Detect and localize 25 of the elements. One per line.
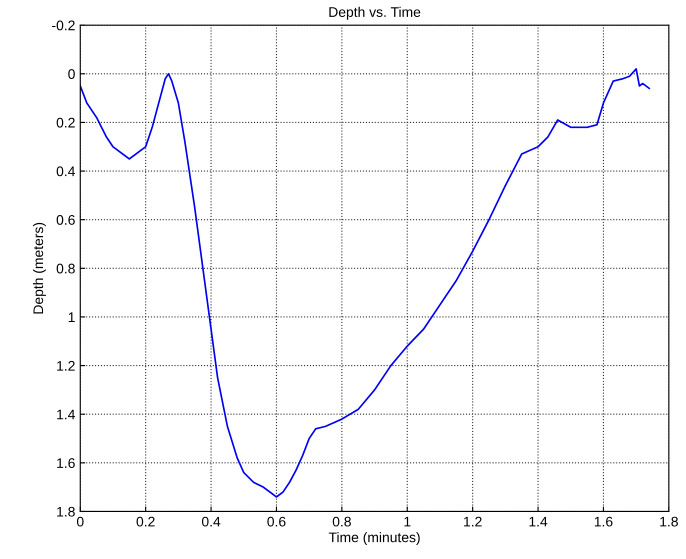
y-tick-label: 1.2 (57, 360, 75, 371)
line-series (80, 68, 650, 498)
y-tick-label: 0.4 (56, 166, 75, 176)
x-tick-label: 1.6 (594, 516, 612, 527)
y-tick-label: 1.6 (57, 458, 75, 468)
x-tick-label: 0 (76, 516, 84, 527)
y-tick-label: 1.8 (57, 506, 75, 517)
y-tick-label: -0.2 (52, 20, 75, 30)
chart-title: Depth vs. Time (329, 6, 420, 20)
y-tick-label: 0.6 (56, 215, 75, 225)
x-axis-title: Time (minutes) (328, 532, 420, 546)
x-tick-label: 0.8 (332, 516, 351, 527)
x-tick-label: 0.6 (267, 516, 286, 527)
x-tick-label: 1.2 (464, 516, 482, 526)
y-tick-label: 0.8 (56, 264, 75, 274)
y-axis-title: Depth (meters) (32, 222, 46, 314)
x-tick-label: 1 (404, 516, 410, 526)
y-tick-label: 0 (68, 69, 75, 79)
y-tick-label: 1 (68, 312, 75, 322)
y-tick-label: 1.4 (57, 410, 75, 420)
x-tick-label: 1.4 (529, 516, 548, 526)
y-tick-label: 0.2 (56, 118, 75, 128)
x-tick-label: 1.8 (660, 516, 678, 527)
x-tick-label: 0.4 (202, 516, 220, 527)
x-tick-label: 0.2 (136, 516, 155, 527)
